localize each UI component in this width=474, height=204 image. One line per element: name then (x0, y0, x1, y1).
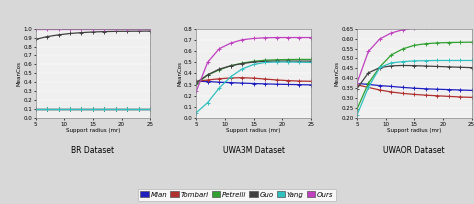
X-axis label: Support radius (mr): Support radius (mr) (227, 128, 281, 133)
Y-axis label: MeanCos: MeanCos (335, 61, 340, 86)
X-axis label: Support radius (mr): Support radius (mr) (66, 128, 120, 133)
Title: UWAOR Dataset: UWAOR Dataset (383, 146, 445, 155)
X-axis label: Support radius (mr): Support radius (mr) (387, 128, 441, 133)
Y-axis label: MeanCos: MeanCos (17, 61, 22, 86)
Title: UWA3M Dataset: UWA3M Dataset (223, 146, 284, 155)
Title: BR Dataset: BR Dataset (72, 146, 115, 155)
Legend: Mian, Tombari, Petrelli, Guo, Yang, Ours: Mian, Tombari, Petrelli, Guo, Yang, Ours (137, 189, 337, 201)
Y-axis label: MeanCos: MeanCos (178, 61, 182, 86)
